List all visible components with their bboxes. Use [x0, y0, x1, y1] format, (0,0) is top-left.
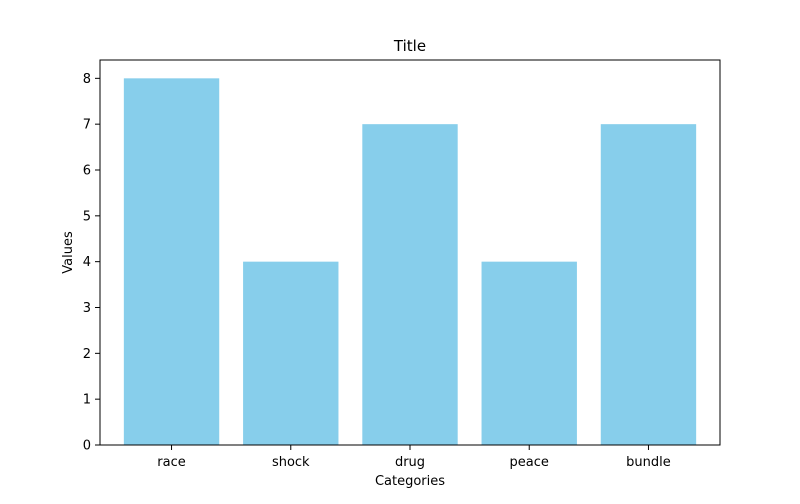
x-tick-label: peace	[510, 455, 549, 470]
bar-race	[123, 78, 220, 445]
bar-shock	[243, 261, 339, 445]
y-tick-label: 2	[83, 347, 91, 362]
y-tick-label: 1	[83, 393, 91, 408]
x-tick-label: bundle	[626, 455, 671, 470]
y-tick-label: 0	[83, 439, 91, 454]
x-tick-label: shock	[272, 455, 310, 470]
x-axis-title: Categories	[375, 474, 445, 489]
y-tick-label: 7	[83, 118, 91, 133]
y-axis-title: Values	[61, 231, 76, 274]
chart-title: Title	[393, 37, 426, 55]
y-tick-label: 6	[83, 164, 91, 179]
x-tick-label: race	[157, 455, 185, 470]
y-tick-label: 4	[83, 255, 91, 270]
y-tick-label: 5	[83, 209, 91, 224]
bars-layer	[123, 78, 697, 446]
bar-drug	[362, 124, 458, 446]
y-axis-ticks: 0 1 2 3 4 5 6 7 8	[83, 72, 100, 454]
y-tick-label: 8	[83, 72, 91, 87]
bar-bundle	[600, 124, 697, 446]
bar-peace	[481, 261, 577, 445]
x-axis-ticks: race shock drug peace bundle	[157, 445, 671, 470]
x-tick-label: drug	[395, 455, 425, 470]
plot-frame	[99, 59, 721, 446]
y-tick-label: 3	[83, 301, 91, 316]
